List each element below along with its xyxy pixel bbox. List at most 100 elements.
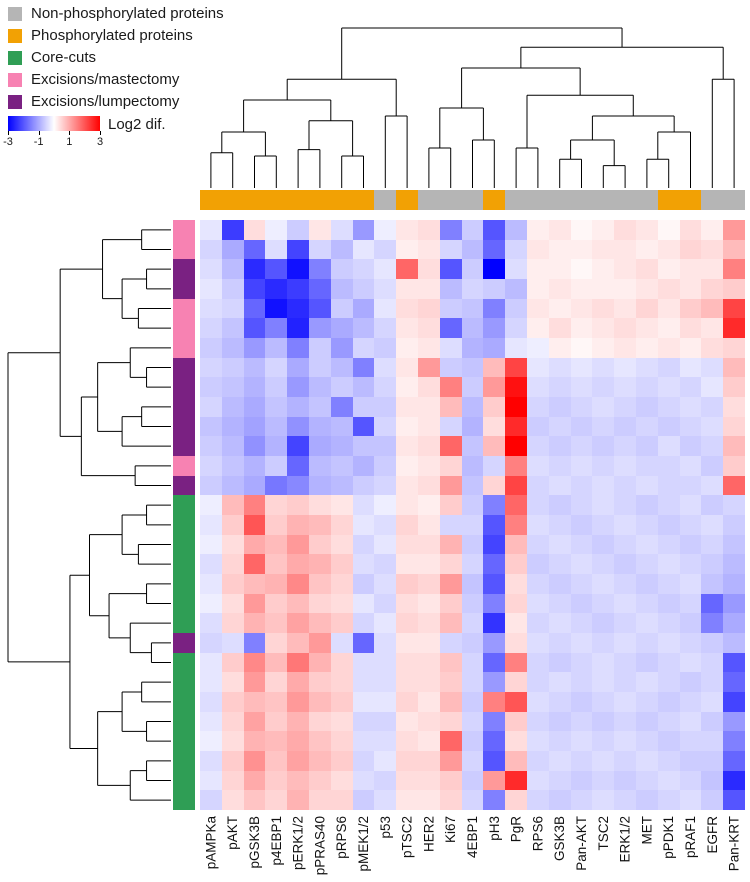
heatmap-cell [461,554,484,574]
heatmap-cell [592,298,615,319]
heatmap-cell [396,770,418,791]
heatmap-cell [614,416,636,437]
heatmap-cell [723,750,745,771]
heatmap-cell [396,711,418,732]
heatmap-cell [374,416,397,437]
heatmap-cell [679,220,702,240]
heatmap-cell [505,298,527,319]
heatmap-cell [352,573,375,594]
heatmap-cell [570,436,593,456]
heatmap-cell [287,239,309,260]
heatmap-cell [439,750,462,771]
heatmap-cell [330,770,353,791]
heatmap-cell [526,239,549,260]
heatmap-cell [200,416,222,437]
heatmap-cell [526,298,549,319]
heatmap-cell [505,770,527,791]
heatmap-cell [483,750,506,771]
heatmap-cell [657,770,680,791]
heatmap-cell [374,613,397,633]
heatmap-cell [439,495,462,515]
heatmap-cell [308,455,331,476]
heatmap-cell [548,318,571,338]
heatmap-cell [570,691,593,712]
heatmap-cell [657,573,680,594]
heatmap-cell [570,632,593,653]
heatmap-cell [614,711,636,732]
heatmap-cell [287,278,309,299]
heatmap-cell [548,731,571,751]
row-annotation-segment [173,357,195,378]
heatmap-cell [374,573,397,594]
heatmap-cell [439,652,462,673]
heatmap-cell [526,416,549,437]
heatmap-cell [265,593,288,614]
heatmap-cell [614,298,636,319]
heatmap-cell [701,436,724,456]
heatmap-cell [243,790,266,810]
legend-item-label: Core-cuts [31,49,97,66]
row-annotation-segment [173,692,195,712]
heatmap-cell [570,455,593,476]
heatmap-cell [657,534,680,555]
heatmap-cell [505,711,527,732]
heatmap-cell [701,554,724,574]
heatmap-cell [679,691,702,712]
heatmap-cell [570,357,593,378]
heatmap-cell [352,337,375,358]
heatmap-cell [526,495,549,515]
heatmap-cell [265,337,288,358]
column-annotation-segment [614,190,636,210]
heatmap-cell [570,711,593,732]
heatmap-cell [614,259,636,279]
row-annotation-segment [173,731,195,752]
heatmap-cell [308,573,331,594]
heatmap-cell [483,475,506,496]
heatmap-cell [570,318,593,338]
heatmap-cell [461,455,484,476]
heatmap-cell [526,593,549,614]
column-label: Pan-KRT [727,816,742,871]
heatmap-cell [221,750,244,771]
heatmap-cell [417,396,440,417]
heatmap-cell [200,495,222,515]
heatmap-cell [330,554,353,574]
heatmap-cell [679,298,702,319]
column-annotation-segment [243,190,266,210]
heatmap-cell [592,790,615,810]
heatmap-cell [287,672,309,692]
heatmap-cell [308,495,331,515]
heatmap-cell [439,711,462,732]
heatmap-cell [614,357,636,378]
heatmap-cell [221,259,244,279]
heatmap-cell [243,455,266,476]
heatmap-cell [330,672,353,692]
heatmap-cell [374,239,397,260]
heatmap-cell [396,495,418,515]
legend-swatch [8,72,22,87]
heatmap-cell [243,534,266,555]
heatmap-cell [243,672,266,692]
heatmap-cell [657,436,680,456]
heatmap-cell [701,770,724,791]
column-label: pERK1/2 [291,816,306,870]
heatmap-cell [374,337,397,358]
heatmap-cell [657,514,680,535]
heatmap-cell [439,672,462,692]
heatmap-cell [483,711,506,732]
heatmap-cell [243,416,266,437]
heatmap-cell [374,514,397,535]
heatmap-cell [679,652,702,673]
heatmap-cell [505,416,527,437]
column-label: Ki67 [443,816,458,843]
row-annotation-segment [173,633,195,653]
legend-item: Core-cuts [8,49,238,66]
heatmap-cell [221,377,244,397]
heatmap-cell [526,750,549,771]
heatmap-cell [265,259,288,279]
heatmap-cell [221,613,244,633]
heatmap-cell [396,750,418,771]
heatmap-cell [461,770,484,791]
heatmap-cell [723,652,745,673]
heatmap-cell [526,455,549,476]
